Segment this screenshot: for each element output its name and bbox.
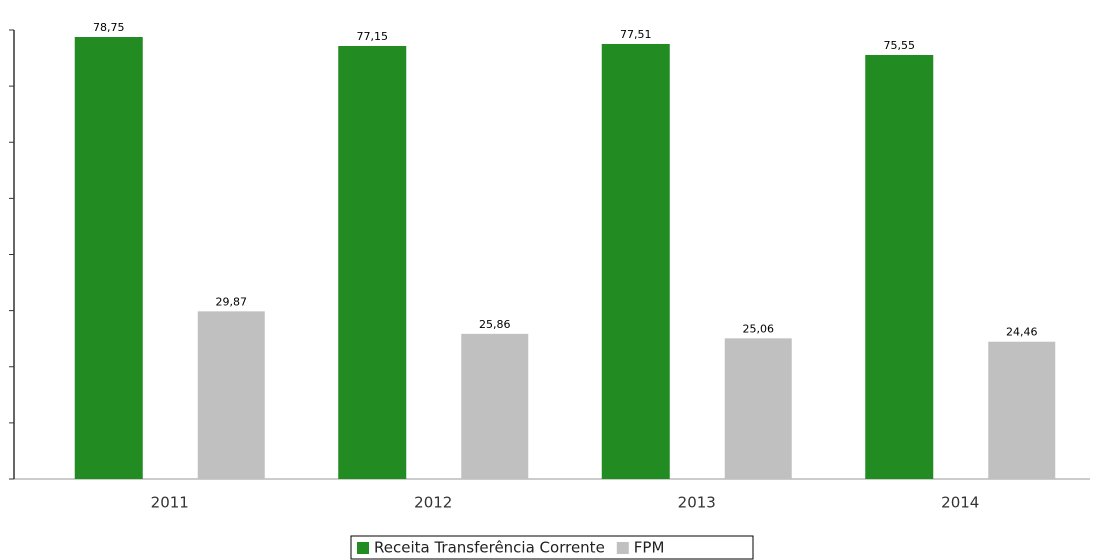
value-label: 25,06 <box>743 322 775 335</box>
bar <box>74 37 143 479</box>
bar <box>988 341 1056 479</box>
bar <box>865 54 934 480</box>
value-label: 75,55 <box>884 39 916 52</box>
bar <box>461 333 529 479</box>
value-label: 78,75 <box>93 21 125 34</box>
x-tick-label: 2012 <box>414 494 452 512</box>
bar <box>197 311 265 479</box>
legend-label: FPM <box>634 539 665 557</box>
legend-label: Receita Transferência Corrente <box>374 539 605 557</box>
x-tick-label: 2011 <box>151 494 189 512</box>
value-label: 29,87 <box>216 295 248 308</box>
legend-box <box>350 535 754 560</box>
bar <box>338 45 407 479</box>
value-label: 77,15 <box>357 30 389 43</box>
bar <box>724 338 792 479</box>
bar <box>601 43 670 479</box>
legend-swatch <box>357 542 369 554</box>
legend-swatch <box>616 542 629 554</box>
x-tick-label: 2014 <box>941 494 979 512</box>
value-label: 25,86 <box>479 318 511 331</box>
x-tick-label: 2013 <box>678 494 716 512</box>
value-label: 24,46 <box>1006 326 1038 339</box>
value-label: 77,51 <box>620 28 652 41</box>
